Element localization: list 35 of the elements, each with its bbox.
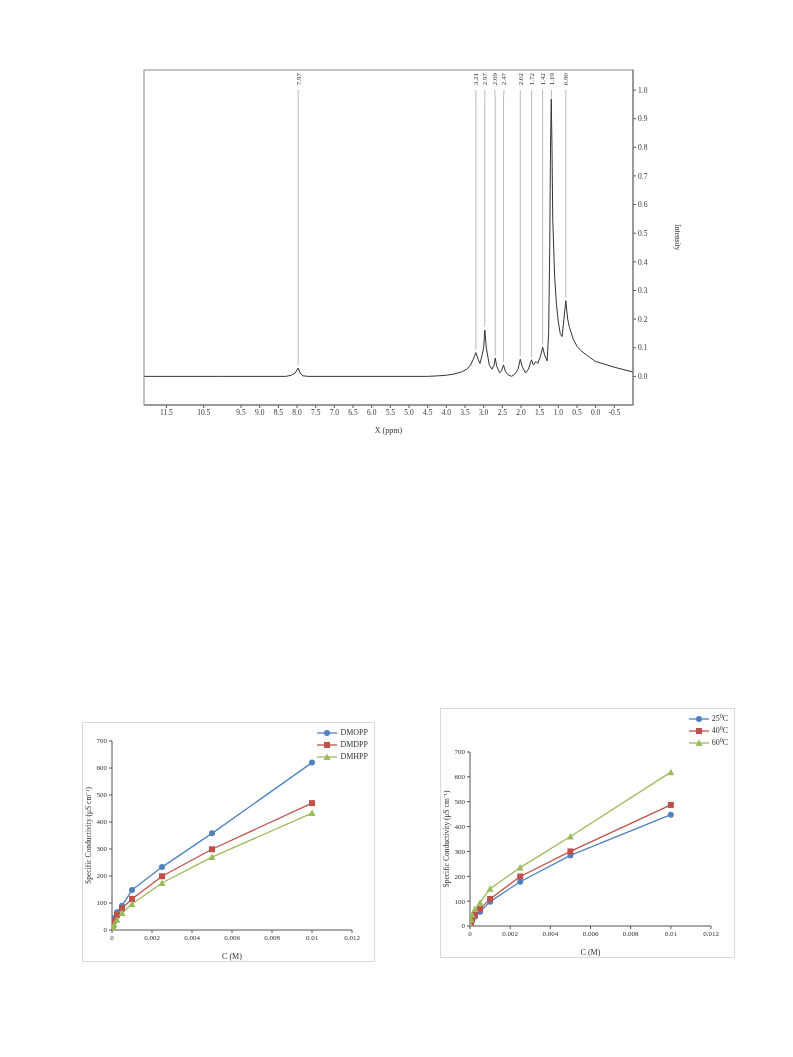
point	[566, 833, 574, 840]
legend-label: 60⁰C	[711, 737, 728, 748]
point	[159, 873, 165, 880]
point	[209, 830, 215, 837]
x-axis-title: C (M)	[580, 948, 601, 957]
point	[476, 899, 484, 906]
point	[309, 800, 315, 807]
point	[113, 916, 121, 923]
x-axis-title: X (ppm)	[374, 426, 403, 435]
point	[517, 878, 524, 885]
legend-label: DMHPP	[340, 751, 368, 762]
point	[667, 801, 674, 808]
line-series	[144, 98, 633, 377]
point	[516, 864, 524, 871]
point	[471, 905, 479, 913]
point	[129, 895, 135, 902]
point	[208, 853, 216, 861]
point	[128, 900, 136, 908]
point	[667, 811, 674, 818]
legend-label: DMDPP	[340, 739, 368, 750]
point	[159, 864, 165, 871]
x-axis-title: C (M)	[222, 952, 243, 961]
point	[517, 873, 524, 880]
point	[118, 909, 126, 916]
legend-label: 40⁰C	[711, 725, 728, 736]
legend-label: DMOPP	[340, 727, 368, 738]
point	[209, 846, 215, 853]
point	[309, 759, 315, 766]
point	[667, 768, 675, 776]
point	[129, 887, 135, 894]
point	[567, 848, 574, 855]
point	[308, 809, 316, 817]
point	[158, 879, 166, 887]
legend-label: 25⁰C	[711, 713, 728, 724]
point	[486, 885, 494, 892]
